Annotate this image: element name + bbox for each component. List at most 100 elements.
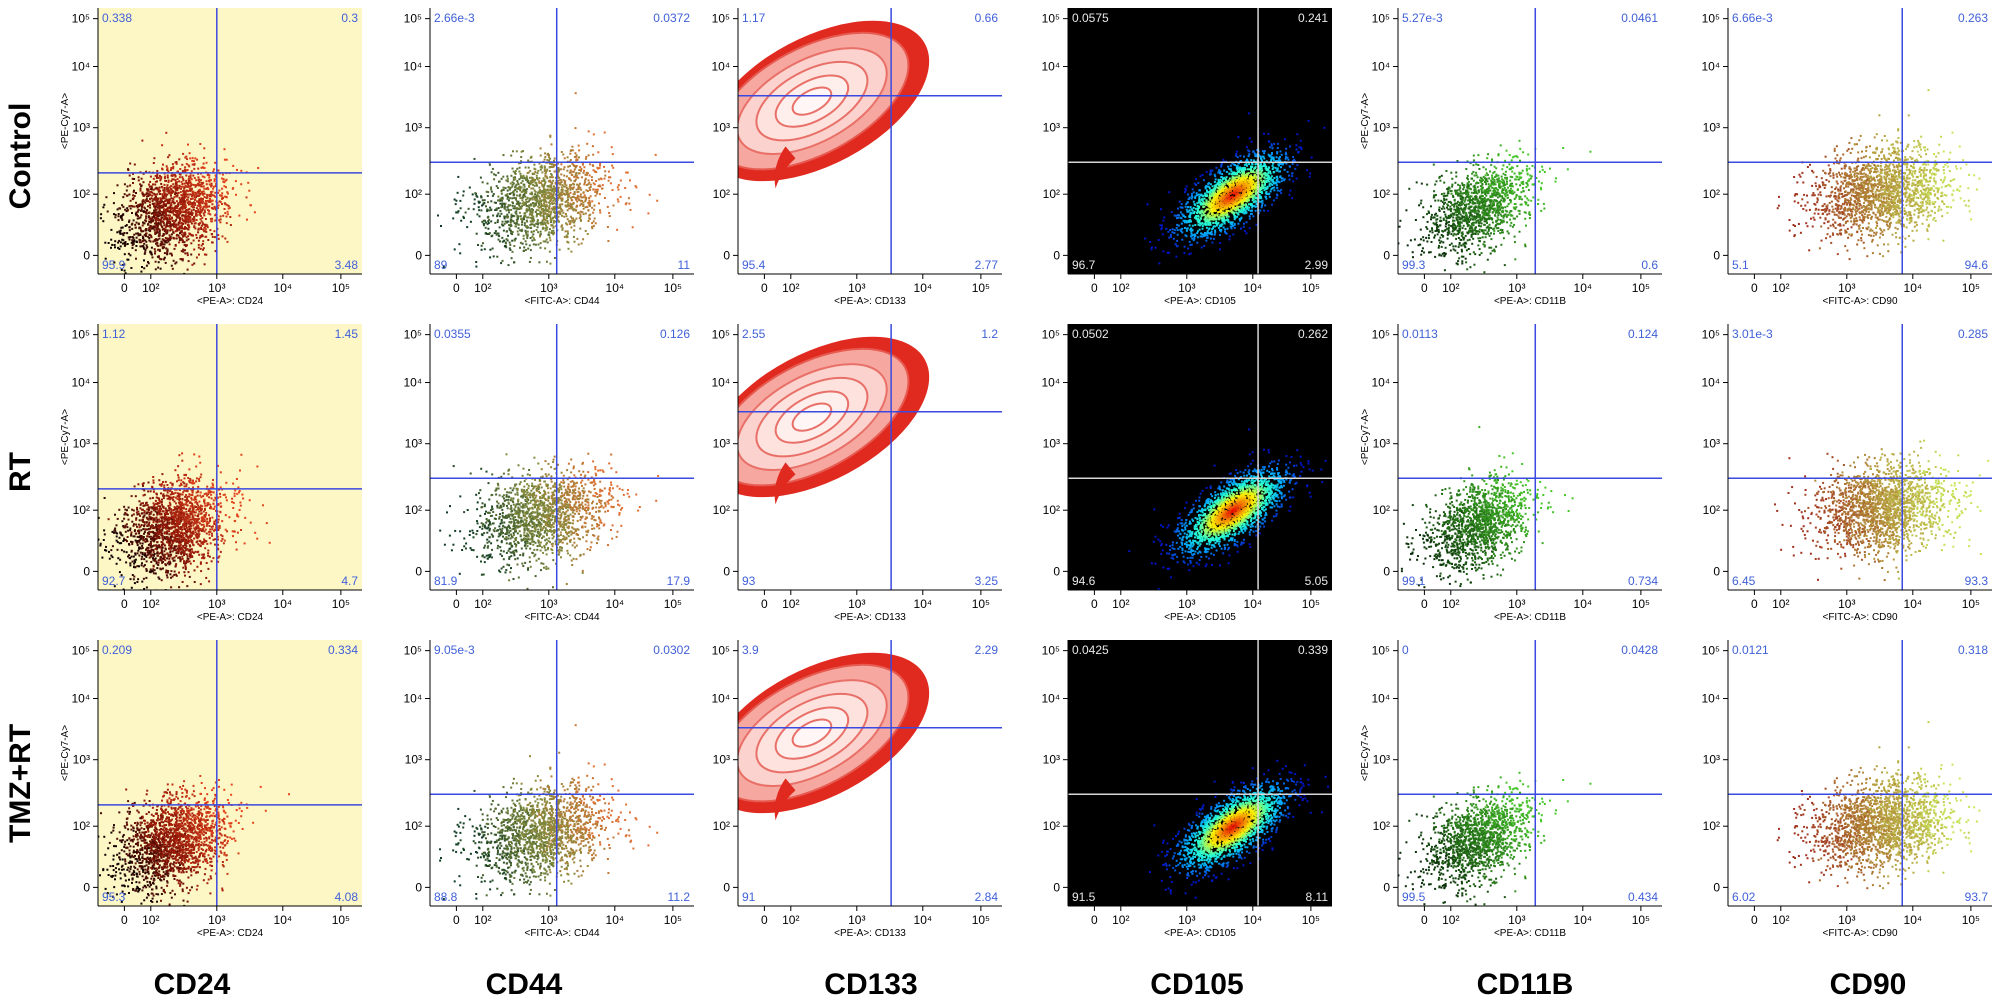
event-dot bbox=[1213, 173, 1216, 176]
event-dot bbox=[617, 184, 620, 187]
event-dot bbox=[1278, 159, 1281, 162]
event-dot bbox=[580, 202, 583, 205]
event-dot bbox=[1165, 227, 1168, 230]
event-dot bbox=[579, 227, 582, 230]
event-dot bbox=[157, 217, 160, 220]
event-dot bbox=[1269, 154, 1272, 157]
event-dot bbox=[90, 235, 92, 237]
event-dot bbox=[1201, 222, 1204, 225]
event-dot bbox=[193, 248, 196, 251]
event-dot bbox=[1291, 175, 1294, 178]
event-dot bbox=[520, 176, 522, 179]
event-dot bbox=[146, 246, 149, 249]
event-dot bbox=[172, 198, 175, 200]
event-dot bbox=[599, 211, 602, 214]
event-dot bbox=[130, 204, 133, 207]
event-dot bbox=[1251, 209, 1253, 212]
event-dot bbox=[489, 248, 492, 251]
event-dot bbox=[570, 183, 573, 186]
event-dot bbox=[580, 199, 582, 202]
x-tick-label: 10⁵ bbox=[664, 281, 682, 295]
event-dot bbox=[569, 215, 572, 218]
event-dot bbox=[1227, 221, 1230, 223]
event-dot bbox=[1183, 221, 1186, 224]
x-tick-label: 10⁴ bbox=[274, 281, 293, 295]
event-dot bbox=[519, 241, 522, 244]
event-dot bbox=[553, 216, 556, 218]
event-dot bbox=[181, 239, 184, 242]
event-dot bbox=[149, 206, 152, 209]
event-dot bbox=[484, 219, 486, 222]
event-dot bbox=[1150, 248, 1153, 251]
event-dot bbox=[170, 180, 173, 182]
event-dot bbox=[593, 170, 596, 173]
event-dot bbox=[164, 228, 167, 231]
event-dot bbox=[583, 169, 585, 172]
event-dot bbox=[1227, 215, 1230, 218]
event-dot bbox=[563, 215, 566, 218]
event-dot bbox=[1187, 219, 1190, 222]
event-dot bbox=[200, 166, 203, 169]
event-dot bbox=[1214, 209, 1217, 212]
event-dot bbox=[528, 206, 531, 209]
event-dot bbox=[1241, 209, 1244, 212]
event-dot bbox=[1275, 179, 1278, 181]
event-dot bbox=[212, 187, 215, 190]
event-dot bbox=[1253, 176, 1256, 179]
event-dot bbox=[543, 196, 546, 199]
event-dot bbox=[1251, 180, 1254, 183]
event-dot bbox=[1241, 175, 1244, 178]
event-dot bbox=[607, 170, 610, 173]
event-dot bbox=[1187, 247, 1190, 250]
event-dot bbox=[557, 186, 560, 189]
event-dot bbox=[174, 262, 177, 265]
event-dot bbox=[1236, 168, 1239, 171]
event-dot bbox=[169, 237, 172, 240]
event-dot bbox=[1263, 176, 1266, 179]
event-dot bbox=[537, 209, 540, 212]
event-dot bbox=[526, 188, 529, 190]
event-dot bbox=[573, 219, 576, 222]
event-dot bbox=[517, 202, 520, 205]
event-dot bbox=[1253, 174, 1256, 177]
event-dot bbox=[576, 204, 578, 207]
event-dot bbox=[549, 202, 552, 205]
event-dot bbox=[181, 223, 184, 226]
event-dot bbox=[503, 217, 506, 220]
event-dot bbox=[1239, 197, 1242, 200]
event-dot bbox=[510, 213, 513, 216]
event-dot bbox=[585, 197, 588, 200]
event-dot bbox=[173, 208, 176, 211]
event-dot bbox=[1291, 162, 1294, 165]
event-dot bbox=[1209, 217, 1212, 220]
event-dot bbox=[1273, 186, 1276, 189]
event-dot bbox=[1184, 226, 1186, 229]
event-dot bbox=[1173, 232, 1176, 234]
event-dot bbox=[183, 195, 186, 198]
event-dot bbox=[1173, 229, 1176, 232]
event-dot bbox=[186, 224, 189, 227]
event-dot bbox=[199, 206, 202, 208]
event-dot bbox=[493, 201, 496, 204]
event-dot bbox=[545, 201, 548, 204]
event-dot bbox=[567, 201, 570, 204]
event-dot bbox=[1205, 203, 1208, 206]
event-dot bbox=[552, 207, 555, 210]
event-dot bbox=[150, 225, 153, 228]
event-dot bbox=[168, 186, 171, 189]
event-dot bbox=[1266, 173, 1269, 176]
event-dot bbox=[190, 178, 193, 181]
event-dot bbox=[1226, 227, 1229, 230]
event-dot bbox=[1209, 191, 1212, 193]
event-dot bbox=[1242, 185, 1245, 188]
event-dot bbox=[508, 211, 510, 214]
event-dot bbox=[459, 207, 462, 210]
event-dot bbox=[541, 208, 543, 211]
event-dot bbox=[192, 208, 195, 211]
event-dot bbox=[184, 226, 186, 229]
event-dot bbox=[499, 202, 502, 205]
event-dot bbox=[1271, 184, 1274, 186]
event-dot bbox=[1255, 223, 1258, 226]
event-dot bbox=[227, 205, 230, 207]
event-dot bbox=[540, 206, 542, 208]
